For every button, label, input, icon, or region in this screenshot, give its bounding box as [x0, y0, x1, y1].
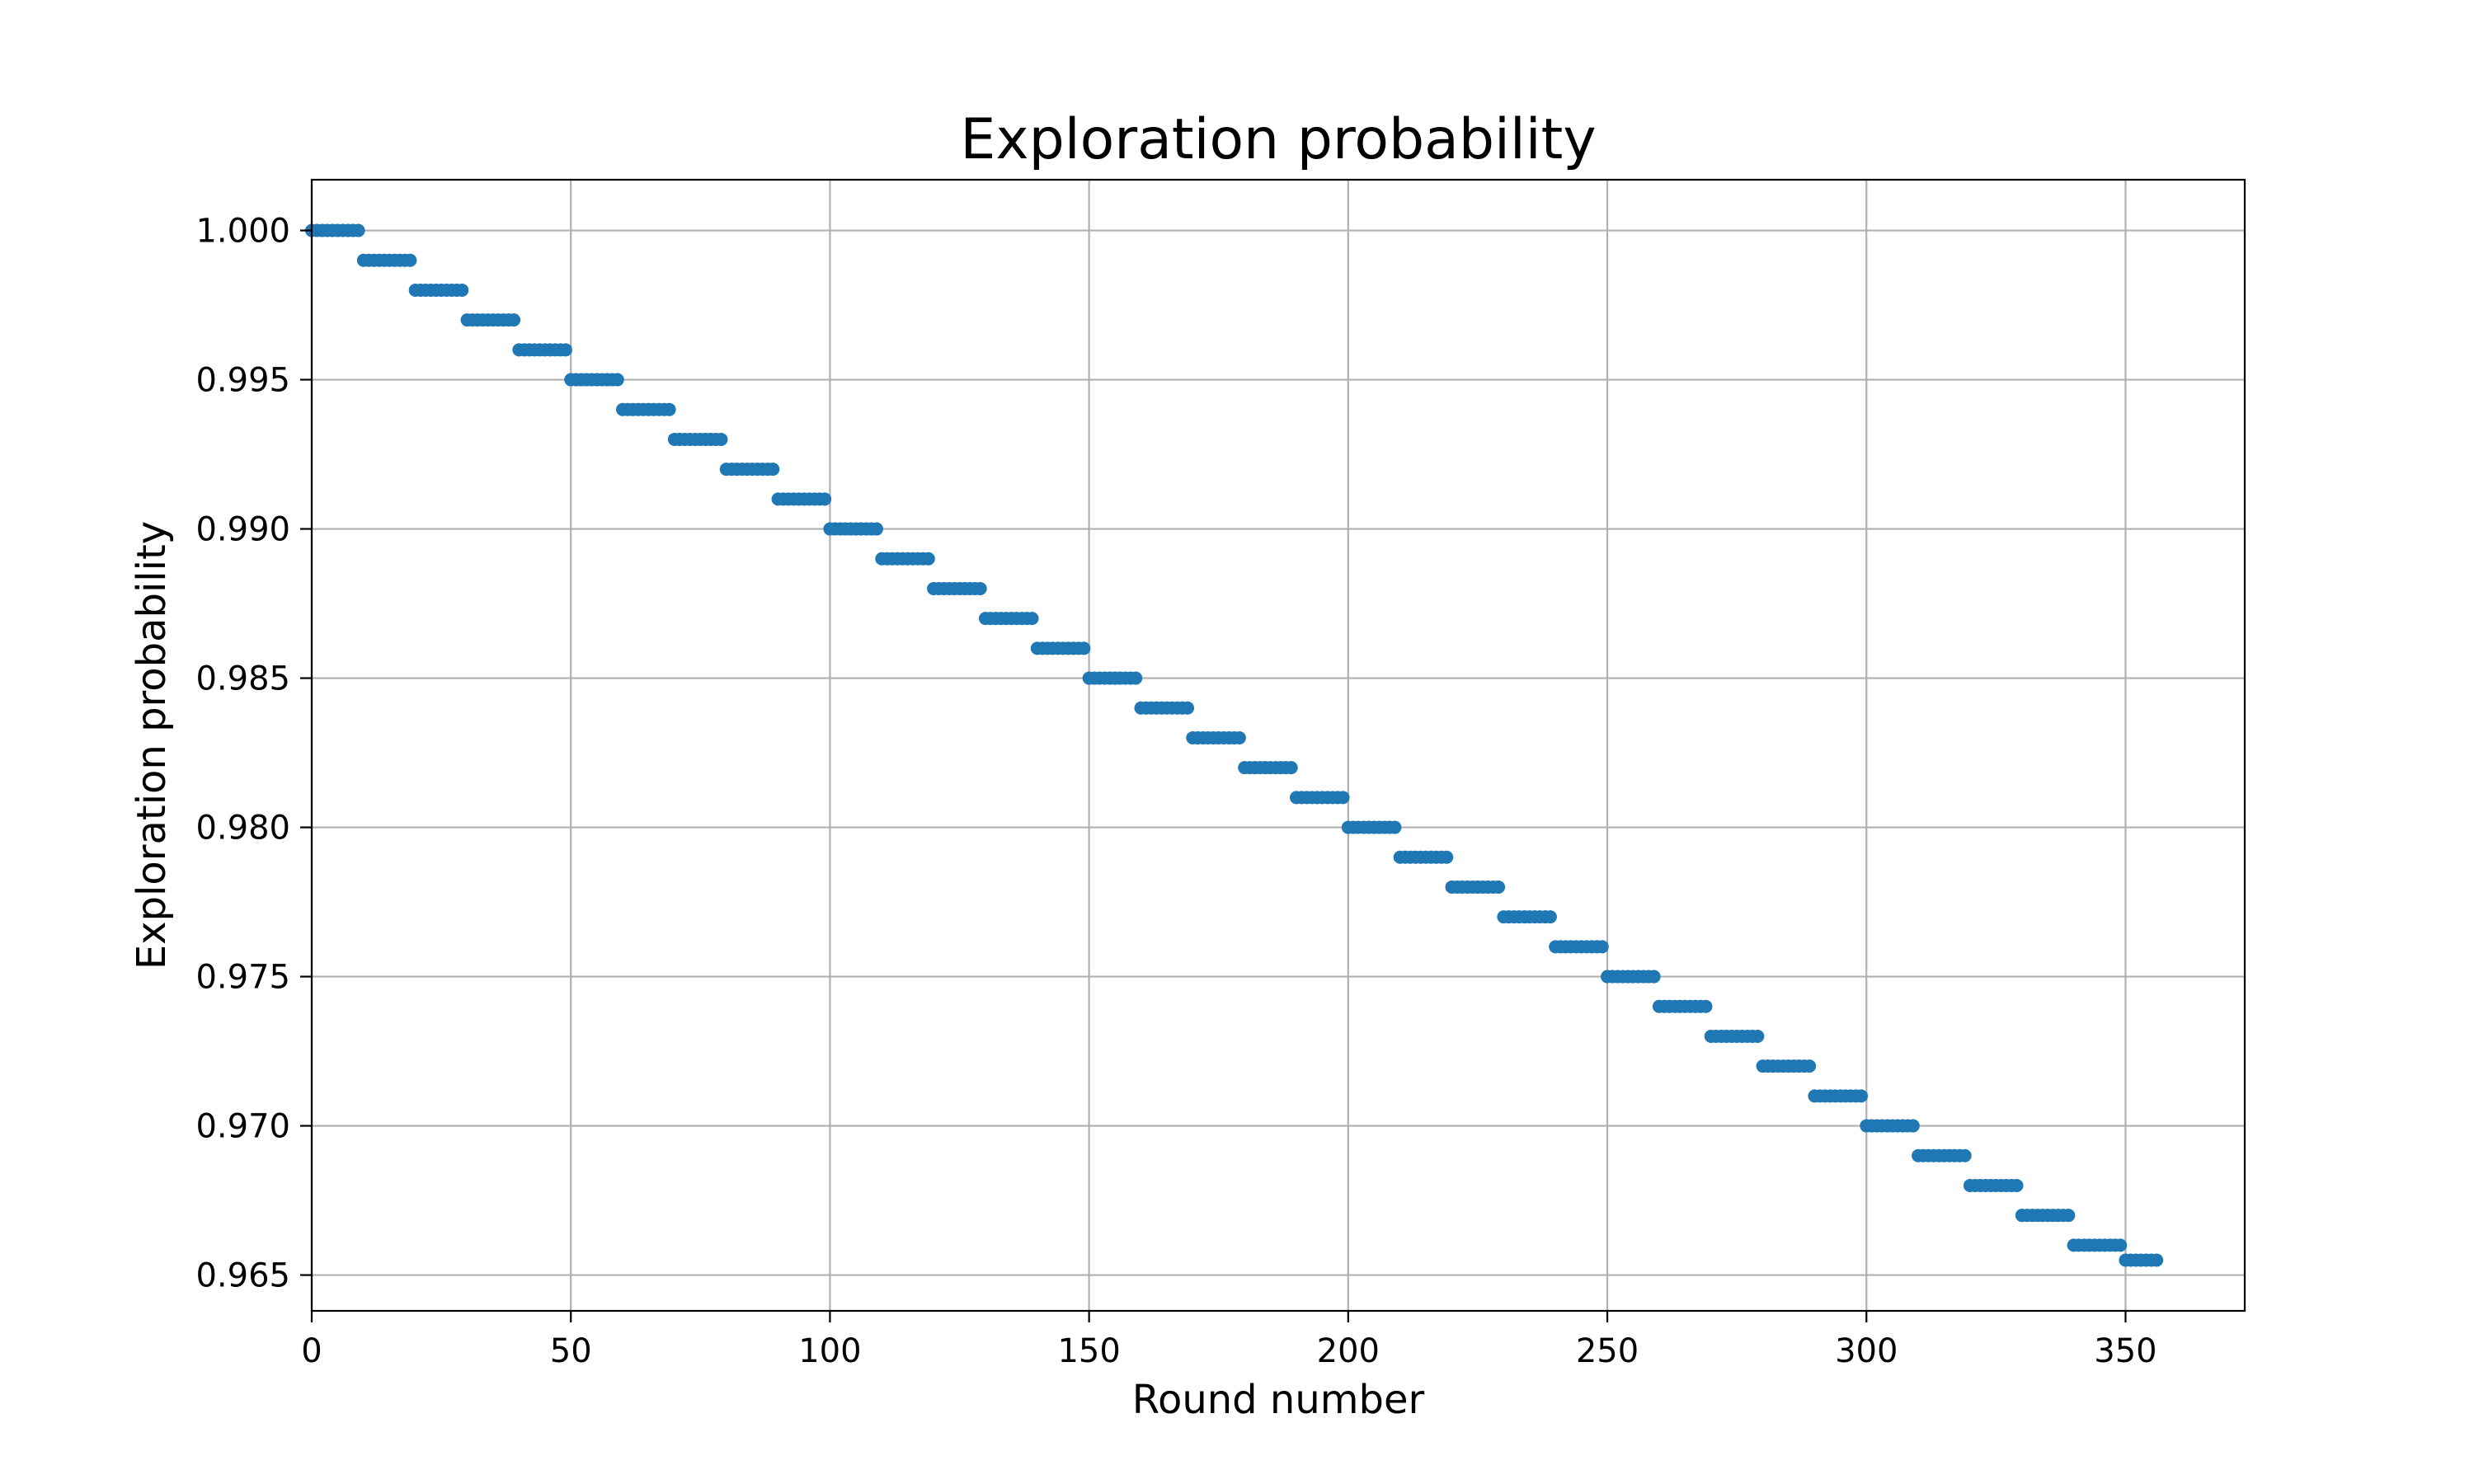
data-point — [1232, 730, 1246, 744]
data-point — [1336, 791, 1350, 805]
x-tick-label: 100 — [798, 1332, 861, 1370]
data-point — [1647, 970, 1661, 984]
data-point — [1181, 701, 1195, 715]
data-point — [714, 432, 728, 446]
data-point — [2062, 1209, 2076, 1223]
x-tick-label: 50 — [550, 1332, 592, 1370]
x-axis: 0 50 100 150 200 250 300 350 — [301, 1311, 2157, 1370]
data-point — [2010, 1178, 2024, 1192]
y-tick-label: 0.990 — [195, 511, 290, 549]
data-point — [1492, 880, 1506, 894]
data-point — [351, 223, 365, 237]
y-tick-label: 0.985 — [195, 660, 290, 698]
data-point — [455, 283, 469, 297]
data-point — [869, 522, 883, 536]
x-tick-label: 350 — [2094, 1332, 2157, 1370]
chart-title: Exploration probability — [960, 107, 1596, 172]
y-tick-label: 0.970 — [195, 1108, 290, 1146]
data-point — [2150, 1253, 2164, 1267]
plot-frame — [310, 178, 2246, 1313]
data-point — [921, 552, 935, 566]
data-point — [1543, 910, 1557, 924]
data-point — [1854, 1089, 1868, 1103]
x-axis-label: Round number — [1132, 1377, 1425, 1423]
y-axis: 0.965 0.970 0.975 0.980 0.985 0.990 0.995 1.000 — [195, 213, 312, 1295]
x-tick-label: 0 — [301, 1332, 322, 1370]
data-point — [403, 253, 417, 267]
data-point — [1025, 612, 1039, 626]
data-point — [1803, 1059, 1817, 1073]
data-point — [1284, 761, 1298, 775]
data-point — [1388, 820, 1402, 834]
data-point — [662, 402, 676, 416]
y-tick-label: 0.995 — [195, 362, 290, 400]
data-point — [2114, 1238, 2128, 1252]
data-point — [1129, 671, 1143, 685]
data-point — [818, 492, 832, 506]
data-point — [1906, 1119, 1920, 1133]
x-tick-label: 200 — [1317, 1332, 1380, 1370]
data-point — [1077, 641, 1091, 655]
x-tick-label: 150 — [1057, 1332, 1120, 1370]
x-tick-label: 250 — [1576, 1332, 1639, 1370]
data-point — [1751, 1029, 1765, 1043]
y-tick-label: 1.000 — [195, 213, 290, 251]
y-axis-label: Exploration probability — [129, 521, 175, 970]
data-series — [305, 223, 2164, 1267]
data-point — [507, 313, 521, 327]
x-tick-label: 300 — [1835, 1332, 1898, 1370]
grid — [310, 180, 2245, 1311]
y-tick-label: 0.980 — [195, 810, 290, 848]
data-point — [1699, 999, 1713, 1013]
data-point — [1440, 850, 1454, 864]
data-point — [766, 463, 780, 477]
y-tick-label: 0.975 — [195, 959, 290, 997]
data-point — [1595, 940, 1609, 954]
data-point — [973, 581, 987, 595]
data-point — [1958, 1148, 1972, 1162]
data-point — [610, 373, 624, 387]
y-tick-label: 0.965 — [195, 1257, 290, 1295]
data-point — [558, 343, 572, 357]
